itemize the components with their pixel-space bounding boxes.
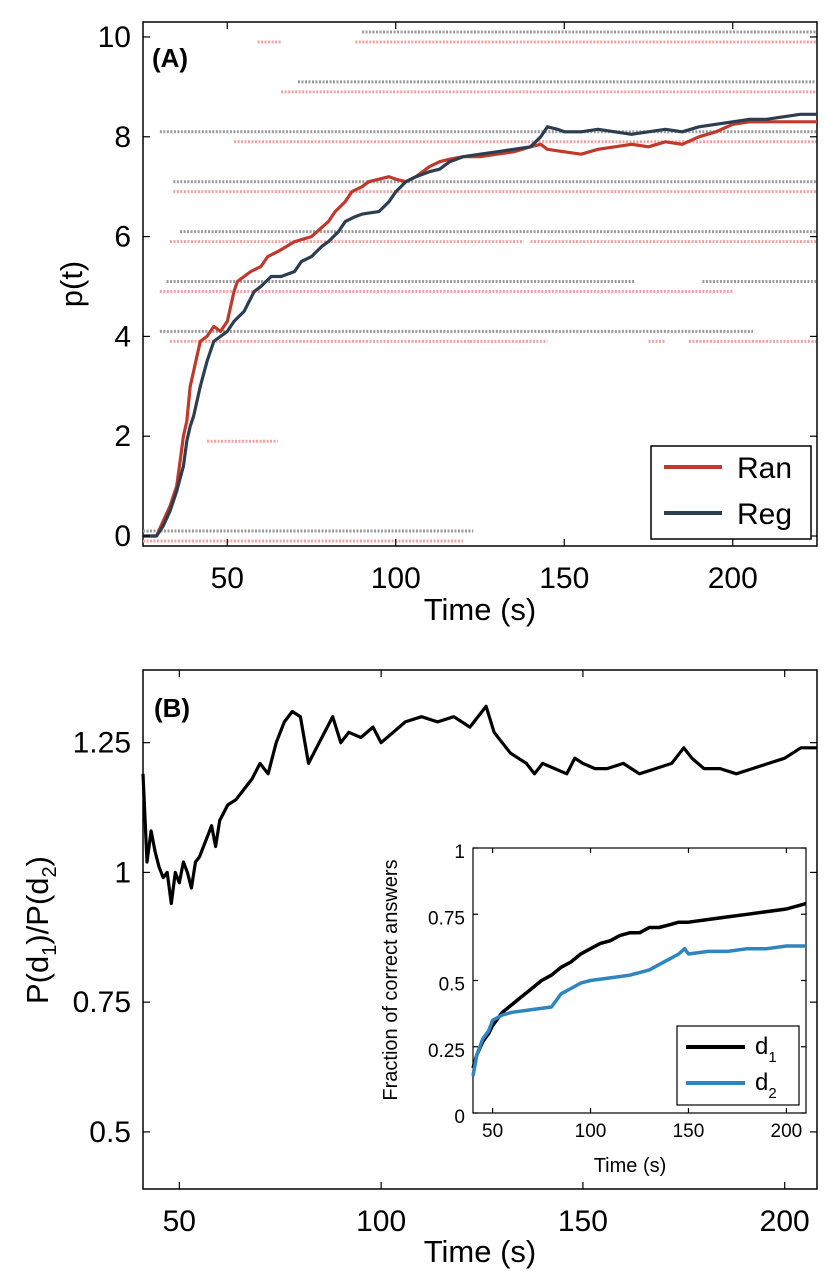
panel-b-series-ratio <box>141 704 817 906</box>
panel-b-x-tick-label: 150 <box>558 1205 608 1238</box>
legend-label-reg: Reg <box>737 498 792 531</box>
inset-y-tick-label: 0.75 <box>428 908 465 929</box>
panel-b-x-ticks: 50 100 150 200 <box>163 670 810 1238</box>
panel-a-y-tick-label: 2 <box>114 420 131 453</box>
panel-a-legend: Ran Reg <box>650 445 812 540</box>
panel-a-x-tick-label: 100 <box>371 562 421 595</box>
panel-b-x-axis-label: Time (s) <box>424 1234 537 1269</box>
inset-y-ticks: 0 0.25 0.5 0.75 1 <box>428 842 806 1128</box>
panel-b-x-tick-label: 200 <box>760 1205 810 1238</box>
inset-legend: d1 d2 <box>676 1025 800 1106</box>
panel-a-y-tick-label: 6 <box>114 221 131 254</box>
inset-x-tick-label: 150 <box>673 1121 705 1142</box>
inset-y-axis-label: Fraction of correct answers <box>380 859 402 1100</box>
panel-a-lines <box>143 112 817 538</box>
inset-y-tick-label: 0.5 <box>439 975 465 996</box>
inset-chart: 50 100 150 200 0 0.25 0.5 0.75 1 Time (s) Fract… <box>380 842 807 1177</box>
panel-b-y-tick-label: 0.75 <box>73 986 131 1019</box>
panel-a-label: (A) <box>152 43 188 73</box>
legend-label-ran: Ran <box>737 452 792 485</box>
panel-b-y-tick-label: 0.5 <box>89 1116 131 1149</box>
inset-legend-box <box>676 1025 800 1106</box>
panel-a-series-ran <box>143 120 817 538</box>
panel-a: 50 100 150 200 0 2 4 6 8 10 (A) Time (s) p(t) Ra… <box>54 21 818 627</box>
inset-series-d2 <box>471 944 806 1077</box>
panel-a-x-tick-label: 50 <box>211 562 244 595</box>
panel-a-y-tick-label: 10 <box>98 21 131 54</box>
panel-a-y-axis-label: p(t) <box>54 261 89 308</box>
panel-a-x-ticks: 50 100 150 200 <box>211 22 758 595</box>
inset-lines <box>471 901 807 1077</box>
panel-a-y-tick-label: 0 <box>114 520 131 553</box>
panel-b-y-axis-label: P(d1)/P(d2) <box>20 856 61 1004</box>
panel-a-y-tick-label: 8 <box>114 121 131 154</box>
panel-b-y-tick-label: 1 <box>114 856 131 889</box>
panel-b-label: (B) <box>154 693 190 723</box>
legend-label-d1: d1 <box>755 1033 777 1066</box>
inset-x-ticks: 50 100 150 200 <box>482 848 802 1142</box>
panel-a-x-tick-label: 150 <box>539 562 589 595</box>
panel-a-x-tick-label: 200 <box>708 562 758 595</box>
panel-b-lines <box>141 704 817 906</box>
panel-a-y-tick-label: 4 <box>114 320 131 353</box>
inset-y-tick-label: 0.25 <box>428 1041 465 1062</box>
inset-x-tick-label: 50 <box>482 1121 503 1142</box>
panel-a-x-axis-label: Time (s) <box>424 592 537 627</box>
inset-x-tick-label: 200 <box>771 1121 803 1142</box>
panel-b-x-tick-label: 100 <box>356 1205 406 1238</box>
legend-label-d2: d2 <box>755 1069 777 1102</box>
panel-b-y-ticks: 0.5 0.75 1 1.25 <box>73 727 817 1149</box>
panel-b-x-tick-label: 50 <box>163 1205 196 1238</box>
inset-x-tick-label: 100 <box>575 1121 607 1142</box>
panel-b-y-tick-label: 1.25 <box>73 727 131 760</box>
panel-a-legend-box <box>650 445 812 540</box>
inset-x-axis-label: Time (s) <box>594 1155 667 1177</box>
panel-a-y-ticks: 0 2 4 6 8 10 <box>98 21 817 553</box>
panel-a-series-reg <box>143 112 817 538</box>
inset-y-tick-label: 1 <box>454 842 465 863</box>
inset-series-d1 <box>471 901 807 1069</box>
inset-y-tick-label: 0 <box>454 1107 465 1128</box>
